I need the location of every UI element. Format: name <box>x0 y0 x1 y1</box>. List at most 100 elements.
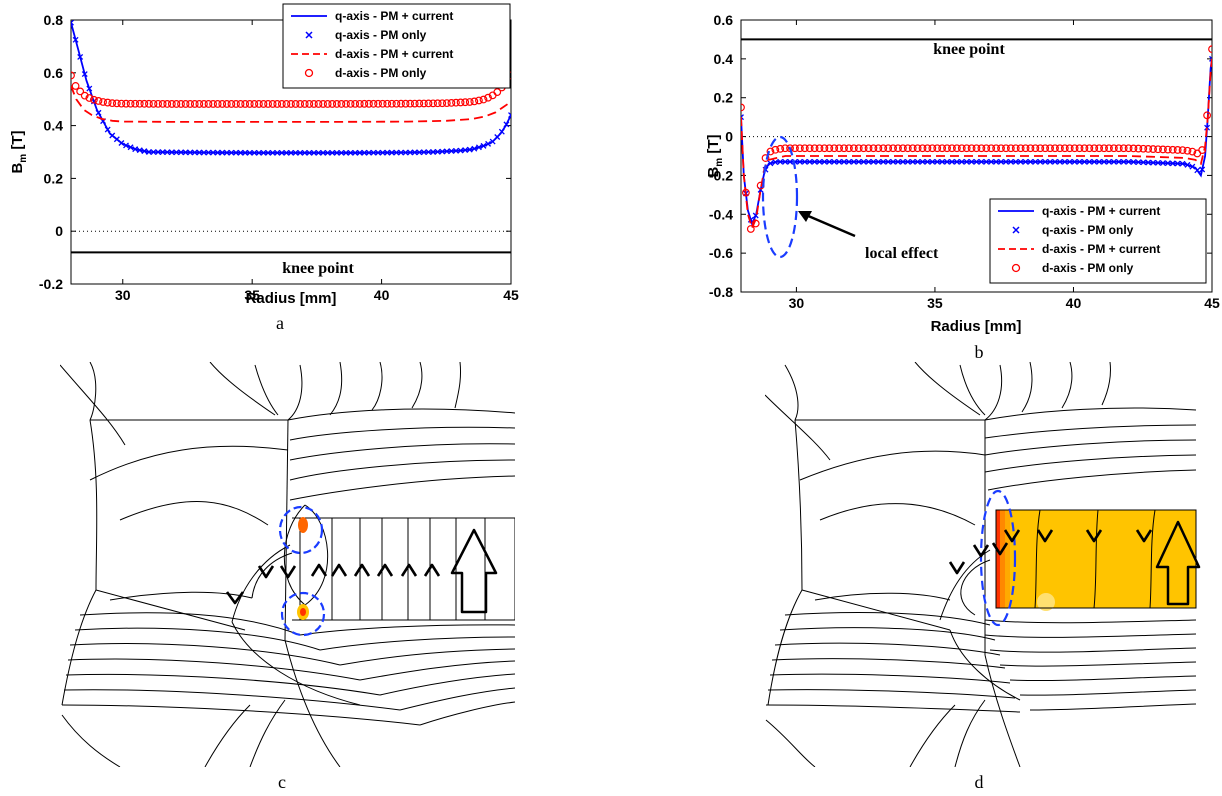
circle-marker <box>493 88 502 97</box>
highlight-ellipse-d <box>979 489 1017 627</box>
y-tick-label: -0.2 <box>709 167 733 183</box>
circle-marker <box>232 100 240 108</box>
circle-marker <box>938 144 947 153</box>
x-marker <box>1056 158 1063 165</box>
x-marker <box>836 158 843 165</box>
x-marker <box>978 158 985 165</box>
local-effect-arrow-head <box>798 211 812 222</box>
x-marker <box>375 149 382 156</box>
x-marker <box>255 149 262 156</box>
legend-label: q-axis - PM + current <box>1042 204 1160 218</box>
x-marker <box>914 158 921 165</box>
circle-marker <box>158 99 167 108</box>
x-marker <box>1155 159 1161 166</box>
circle-marker <box>1154 145 1162 154</box>
circle-marker <box>204 100 213 108</box>
x-marker <box>1052 158 1058 165</box>
circle-marker <box>135 99 144 108</box>
x-marker <box>155 149 162 156</box>
x-marker <box>1179 160 1186 167</box>
x-marker <box>480 142 487 149</box>
x-marker <box>168 149 175 156</box>
x-marker <box>1032 158 1039 165</box>
circle-marker <box>112 99 121 108</box>
x-marker <box>365 149 372 156</box>
y-tick-label: 0 <box>55 223 63 239</box>
circle-marker <box>245 100 254 108</box>
x-marker <box>944 158 951 165</box>
x-marker <box>187 149 194 156</box>
circle-marker <box>840 144 848 153</box>
circle-marker <box>346 99 355 108</box>
x-marker <box>329 149 336 156</box>
x-marker <box>880 158 887 165</box>
x-marker <box>246 149 253 156</box>
x-marker <box>411 149 418 156</box>
x-marker <box>1037 158 1044 165</box>
arrow-down-icon <box>1135 529 1153 543</box>
x-marker <box>998 158 1004 165</box>
x-marker <box>425 149 432 156</box>
circle-marker <box>746 225 755 233</box>
circle-marker <box>1149 145 1158 153</box>
x-marker <box>132 146 139 153</box>
x-marker <box>796 158 803 165</box>
x-marker <box>361 149 368 156</box>
x-marker <box>104 126 111 133</box>
circle-marker <box>117 99 126 108</box>
magnetization-arrows-c <box>225 528 498 614</box>
x-marker <box>306 149 313 156</box>
x-marker <box>324 149 331 156</box>
circle-marker <box>273 100 282 108</box>
x-marker <box>443 148 450 155</box>
x-marker <box>973 158 980 165</box>
circle-marker <box>805 144 814 153</box>
x-marker <box>1130 159 1137 165</box>
x-tick-label: 35 <box>244 287 260 303</box>
circle-marker <box>319 100 327 108</box>
x-marker <box>288 149 294 156</box>
x-marker <box>370 149 377 156</box>
circle-marker <box>1065 144 1074 153</box>
x-marker <box>1110 158 1117 165</box>
series-markers <box>71 71 511 108</box>
x-marker <box>826 158 833 165</box>
x-marker <box>283 149 290 156</box>
x-marker <box>379 149 386 156</box>
circle-marker <box>742 188 750 197</box>
circle-marker <box>830 144 839 153</box>
x-marker <box>485 140 492 147</box>
x-marker <box>865 158 872 165</box>
circle-marker <box>1109 144 1118 153</box>
circle-marker <box>420 99 428 108</box>
x-marker <box>178 149 184 156</box>
x-marker <box>388 149 395 156</box>
circle-marker <box>1124 144 1133 153</box>
circle-marker <box>227 100 236 108</box>
circle-marker <box>1095 144 1104 153</box>
x-marker <box>150 149 157 156</box>
highlight-circle-bottom <box>280 591 326 637</box>
circle-marker <box>1060 144 1069 153</box>
x-marker <box>875 158 882 165</box>
x-marker <box>953 158 960 165</box>
x-marker <box>801 158 808 165</box>
chart-b-knee-label: knee point <box>933 41 1005 58</box>
circle-marker <box>378 99 387 108</box>
circle-marker <box>845 144 853 153</box>
chart-a-xlabel: Radius [mm] <box>246 290 337 307</box>
x-marker <box>1081 158 1088 165</box>
x-marker <box>1174 160 1181 167</box>
x-marker <box>968 158 975 165</box>
circle-marker <box>908 144 917 153</box>
x-marker <box>494 134 501 140</box>
circle-marker <box>108 99 117 108</box>
x-marker <box>1189 163 1196 170</box>
x-marker <box>1115 158 1122 165</box>
field-plot-d: d <box>765 362 1201 792</box>
x-marker <box>924 158 931 165</box>
series-markers <box>741 45 1212 233</box>
circle-marker <box>282 100 291 108</box>
circle-marker <box>452 98 460 107</box>
